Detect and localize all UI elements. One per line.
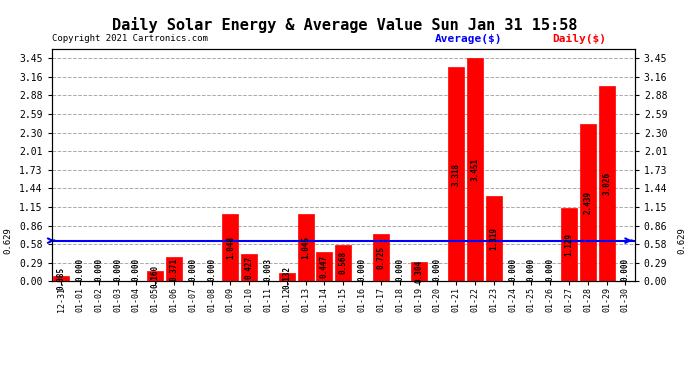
Bar (467, 58, 483, 281)
Bar (599, 86, 615, 281)
Text: 0.304: 0.304 (414, 260, 423, 283)
Text: 0.000: 0.000 (357, 258, 366, 280)
Bar (373, 234, 389, 281)
Text: 0.725: 0.725 (376, 246, 386, 269)
Text: 0.000: 0.000 (75, 258, 84, 280)
Text: 0.000: 0.000 (433, 258, 442, 280)
Text: 1.045: 1.045 (301, 236, 310, 259)
Bar (561, 209, 577, 281)
Text: 1.048: 1.048 (226, 236, 235, 259)
Text: 0.629: 0.629 (3, 227, 12, 254)
Text: 0.003: 0.003 (264, 258, 273, 280)
Bar (241, 254, 257, 281)
Text: 3.026: 3.026 (602, 172, 611, 195)
Bar (166, 257, 182, 281)
Text: 3.451: 3.451 (471, 158, 480, 182)
Text: 0.000: 0.000 (546, 258, 555, 280)
Text: 0.000: 0.000 (132, 258, 141, 280)
Bar (53, 276, 69, 281)
Text: 0.000: 0.000 (188, 258, 197, 280)
Text: 0.000: 0.000 (395, 258, 404, 280)
Text: 3.318: 3.318 (452, 162, 461, 186)
Text: 0.000: 0.000 (207, 258, 216, 280)
Bar (147, 271, 164, 281)
Bar (411, 262, 426, 281)
Text: 0.085: 0.085 (57, 267, 66, 290)
Text: 2.439: 2.439 (583, 191, 592, 214)
Bar (279, 273, 295, 281)
Text: 0.000: 0.000 (95, 258, 103, 280)
Text: 0.447: 0.447 (320, 255, 329, 278)
Text: 1.129: 1.129 (564, 233, 573, 256)
Text: 0.568: 0.568 (339, 251, 348, 274)
Text: Average($): Average($) (435, 34, 502, 44)
Text: 0.132: 0.132 (282, 266, 291, 288)
Text: 0.427: 0.427 (245, 256, 254, 279)
Bar (580, 124, 595, 281)
Bar (222, 214, 239, 281)
Text: 0.160: 0.160 (150, 264, 159, 288)
Bar (486, 196, 502, 281)
Text: 0.629: 0.629 (678, 227, 687, 254)
Bar (317, 252, 333, 281)
Bar (297, 214, 314, 281)
Text: Daily($): Daily($) (552, 34, 606, 44)
Text: Copyright 2021 Cartronics.com: Copyright 2021 Cartronics.com (52, 34, 208, 43)
Text: 0.000: 0.000 (113, 258, 122, 280)
Text: 0.000: 0.000 (508, 258, 517, 280)
Text: 0.371: 0.371 (170, 258, 179, 281)
Text: 0.000: 0.000 (621, 258, 630, 280)
Text: 0.000: 0.000 (527, 258, 536, 280)
Text: Daily Solar Energy & Average Value Sun Jan 31 15:58: Daily Solar Energy & Average Value Sun J… (112, 17, 578, 33)
Bar (335, 244, 351, 281)
Bar (448, 67, 464, 281)
Text: 1.319: 1.319 (489, 227, 498, 250)
